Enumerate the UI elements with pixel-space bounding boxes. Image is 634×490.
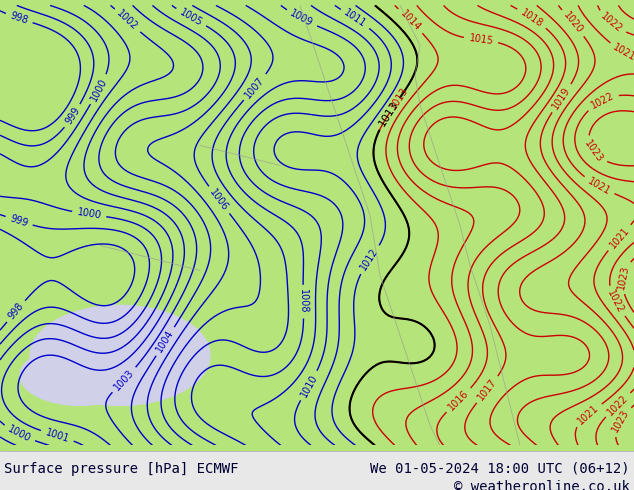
Text: Surface pressure [hPa] ECMWF: Surface pressure [hPa] ECMWF [4, 462, 238, 476]
Text: 1023: 1023 [611, 408, 631, 434]
Text: 1022: 1022 [605, 392, 630, 417]
Text: 1013: 1013 [389, 85, 411, 111]
Text: 1011: 1011 [342, 8, 368, 30]
Text: 1017: 1017 [476, 377, 499, 402]
Text: 1022: 1022 [599, 11, 624, 35]
Text: 1023: 1023 [616, 264, 631, 291]
Text: 1012: 1012 [359, 246, 380, 272]
Text: 1004: 1004 [155, 328, 176, 355]
Text: © weatheronline.co.uk: © weatheronline.co.uk [454, 480, 630, 490]
Text: 1007: 1007 [243, 74, 267, 100]
Text: 1006: 1006 [208, 187, 230, 213]
Text: 1021: 1021 [586, 175, 612, 196]
Text: 1002: 1002 [115, 8, 140, 32]
Text: 1021: 1021 [607, 225, 631, 250]
Text: 1021: 1021 [611, 42, 634, 63]
Text: 1003: 1003 [112, 368, 136, 392]
Text: 1000: 1000 [6, 424, 32, 444]
Text: 1022: 1022 [605, 289, 626, 315]
Text: 1016: 1016 [446, 388, 471, 413]
Text: 1013: 1013 [377, 99, 401, 128]
Text: 999: 999 [63, 105, 82, 126]
Text: 1015: 1015 [468, 33, 494, 47]
Text: 1022: 1022 [589, 90, 616, 111]
Text: We 01-05-2024 18:00 UTC (06+12): We 01-05-2024 18:00 UTC (06+12) [370, 462, 630, 476]
Text: 1008: 1008 [298, 290, 309, 314]
Text: 998: 998 [6, 301, 25, 321]
Text: 1021: 1021 [576, 402, 600, 426]
Text: 1014: 1014 [398, 9, 423, 33]
Text: 1019: 1019 [551, 85, 573, 111]
Text: 1000: 1000 [89, 76, 109, 102]
Text: 1010: 1010 [299, 372, 320, 399]
Text: 1005: 1005 [178, 7, 204, 28]
Text: 1023: 1023 [583, 138, 605, 164]
Ellipse shape [20, 345, 140, 405]
Text: 1001: 1001 [44, 427, 70, 444]
Text: 1000: 1000 [76, 207, 102, 221]
Text: 998: 998 [9, 11, 29, 26]
Ellipse shape [30, 305, 210, 405]
Text: 999: 999 [9, 213, 29, 228]
Text: 1018: 1018 [519, 7, 545, 29]
Text: 1009: 1009 [288, 8, 314, 29]
Text: 1020: 1020 [561, 10, 585, 36]
